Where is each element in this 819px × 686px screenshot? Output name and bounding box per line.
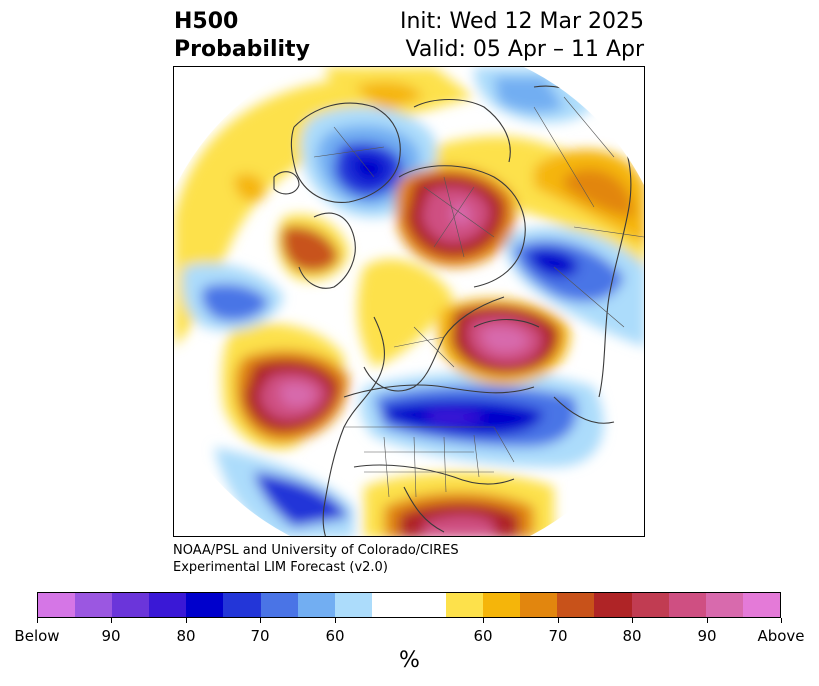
colorbar-bin xyxy=(742,593,780,617)
colorbar-tick-label: Below xyxy=(14,627,60,645)
colorbar-tick xyxy=(483,618,484,623)
forecast-map xyxy=(173,66,645,537)
colorbar-tick xyxy=(111,618,112,623)
colorbar-tick-label: 80 xyxy=(622,627,642,645)
colorbar-unit: % xyxy=(399,648,420,673)
plot-title-left: H500 Probability xyxy=(174,8,310,64)
colorbar-tick-label: 90 xyxy=(101,627,121,645)
credit-text: NOAA/PSL and University of Colorado/CIRE… xyxy=(173,542,459,576)
valid-range: Valid: 05 Apr – 11 Apr xyxy=(405,37,645,62)
colorbar-bin xyxy=(520,593,558,617)
colorbar-tick xyxy=(260,618,261,623)
colorbar-tick-label: 80 xyxy=(176,627,196,645)
colorbar-bin xyxy=(668,593,706,617)
init-date: Init: Wed 12 Mar 2025 xyxy=(399,9,644,34)
colorbar-bin xyxy=(408,593,447,617)
colorbar-tick xyxy=(186,618,187,623)
colorbar-bin xyxy=(297,593,335,617)
colorbar-tick-label: 70 xyxy=(250,627,270,645)
plot-title-right: Init: Wed 12 Mar 2025 Valid: 05 Apr – 11… xyxy=(400,8,644,64)
colorbar-tick-label: 60 xyxy=(325,627,345,645)
colorbar-tick xyxy=(632,618,633,623)
title-quantity: Probability xyxy=(174,37,310,62)
colorbar-bin xyxy=(594,593,632,617)
colorbar-bin xyxy=(112,593,150,617)
colorbar-bin xyxy=(631,593,669,617)
colorbar-bin xyxy=(446,593,484,617)
colorbar-bin xyxy=(75,593,113,617)
colorbar-bin xyxy=(149,593,187,617)
colorbar-tick xyxy=(37,618,38,623)
colorbar-bin xyxy=(186,593,224,617)
colorbar-bin xyxy=(38,593,76,617)
colorbar-bin xyxy=(705,593,743,617)
colorbar xyxy=(37,592,781,618)
colorbar-bin xyxy=(260,593,298,617)
colorbar-tick-label: Above xyxy=(757,627,805,645)
colorbar-bin xyxy=(557,593,595,617)
probability-contours xyxy=(174,67,644,536)
colorbar-bin xyxy=(334,593,372,617)
credit-line-2: Experimental LIM Forecast (v2.0) xyxy=(173,560,388,575)
colorbar-tick-label: 90 xyxy=(697,627,717,645)
title-variable: H500 xyxy=(174,9,239,34)
borders xyxy=(313,96,644,498)
colorbar-tick xyxy=(335,618,336,623)
colorbar-tick-label: 60 xyxy=(473,627,493,645)
colorbar-bin xyxy=(371,593,409,617)
colorbar-ticks: Below 90 80 70 60 60 70 80 90 Above xyxy=(0,618,819,648)
colorbar-bin xyxy=(223,593,261,617)
credit-line-1: NOAA/PSL and University of Colorado/CIRE… xyxy=(173,543,459,558)
colorbar-tick xyxy=(781,618,782,623)
probability-map-svg xyxy=(174,67,644,536)
coastlines xyxy=(273,85,632,536)
colorbar-tick xyxy=(707,618,708,623)
colorbar-bin xyxy=(483,593,521,617)
colorbar-tick xyxy=(558,618,559,623)
colorbar-tick-label: 70 xyxy=(548,627,568,645)
